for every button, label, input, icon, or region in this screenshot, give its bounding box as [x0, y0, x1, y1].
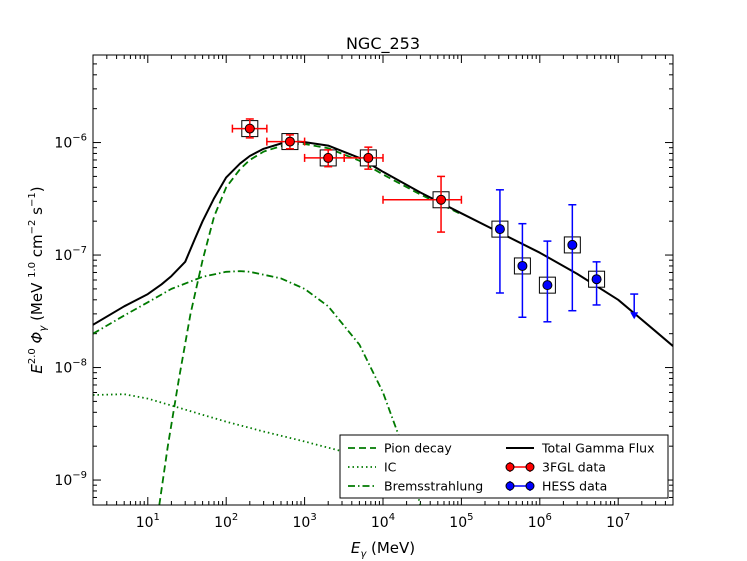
hess-data-point — [494, 189, 505, 294]
curve-total-gamma-flux — [93, 140, 673, 347]
hess-data-point — [591, 261, 602, 306]
hess-data-point — [542, 240, 553, 323]
3fgl-data-point — [303, 149, 345, 168]
3fgl-data-point — [343, 146, 384, 170]
legend-label: Bremsstrahlung — [384, 479, 483, 494]
x-tick-label: 101 — [136, 512, 160, 531]
marker — [591, 274, 602, 285]
legend-label: HESS data — [542, 479, 607, 494]
marker — [284, 136, 295, 147]
legend-label: Pion decay — [384, 441, 452, 456]
x-tick-label: 105 — [449, 512, 473, 531]
3fgl-data-point — [231, 118, 268, 139]
data-points — [231, 118, 639, 323]
legend-swatch-marker — [505, 481, 515, 491]
y-tick-labels: 10−9 10−8 10−7 10−6 — [54, 133, 87, 490]
upper-limit-arrow — [630, 312, 639, 320]
legend-box — [339, 434, 669, 499]
marker — [494, 224, 505, 235]
legend-entry-hess-data: HESS data — [505, 479, 607, 494]
x-tick-label: 106 — [528, 512, 552, 531]
legend: Pion decay IC Bremsstrahlung Total Gamma Fl… — [339, 434, 669, 499]
x-tick-label: 104 — [371, 512, 395, 531]
marker — [323, 152, 334, 163]
plot-area — [93, 55, 673, 505]
3fgl-data-point — [266, 134, 306, 150]
model-curves — [93, 140, 673, 505]
y-tick-label: 10−9 — [54, 470, 87, 489]
chart-title: NGC_253 — [346, 34, 420, 54]
legend-swatch-marker — [525, 481, 535, 491]
legend-entry-bremsstrahlung: Bremsstrahlung — [348, 479, 483, 494]
legend-label: 3FGL data — [542, 460, 606, 475]
legend-entry-total-gamma-flux: Total Gamma Flux — [506, 441, 654, 456]
x-tick-labels: 101 102 103 104 105 106 107 — [136, 512, 631, 531]
legend-swatch-marker — [525, 462, 535, 472]
marker — [363, 152, 374, 163]
legend-entry-3fgl-data: 3FGL data — [505, 460, 606, 475]
y-axis-label: E2.0 Φγ (MeV 1.0 cm−2 s−1) — [27, 186, 49, 373]
x-axis-label: Eγ (MeV) — [351, 539, 415, 560]
marker — [436, 194, 447, 205]
x-tick-label: 107 — [606, 512, 630, 531]
marker — [542, 280, 553, 291]
x-tick-label: 102 — [214, 512, 238, 531]
hess-upper-limit — [630, 293, 639, 320]
legend-label: IC — [384, 460, 397, 475]
y-tick-label: 10−7 — [54, 245, 87, 264]
y-tick-label: 10−6 — [54, 133, 87, 152]
marker — [567, 239, 578, 250]
legend-swatch-marker — [505, 462, 515, 472]
marker — [517, 260, 528, 271]
hess-data-point — [567, 203, 578, 312]
curve-bremsstrahlung — [93, 270, 422, 505]
plot-frame — [92, 54, 674, 506]
3fgl-data-point — [382, 175, 463, 233]
legend-label: Total Gamma Flux — [541, 441, 654, 456]
marker — [244, 123, 255, 134]
y-tick-label: 10−8 — [54, 358, 87, 377]
x-tick-label: 103 — [292, 512, 316, 531]
legend-entry-ic: IC — [348, 460, 397, 475]
hess-data-point — [517, 222, 528, 318]
curve-pion-decay — [158, 143, 462, 505]
legend-entry-pion-decay: Pion decay — [348, 441, 452, 456]
